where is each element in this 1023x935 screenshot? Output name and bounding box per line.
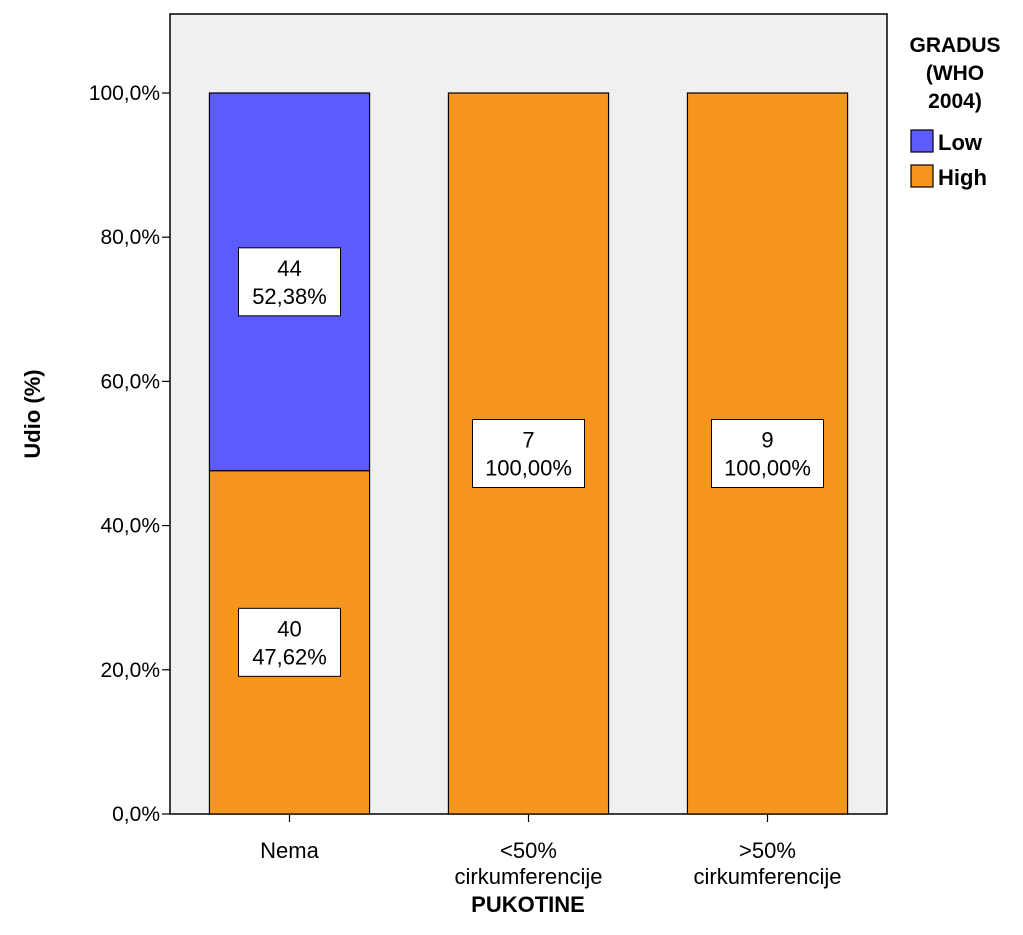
x-tick-label-2-line-1: >50% bbox=[739, 838, 796, 863]
y-tick-label-0: 0,0% bbox=[112, 803, 160, 826]
x-tick-label-0: Nema bbox=[260, 838, 319, 863]
y-tick-label-1: 20,0% bbox=[100, 659, 160, 682]
legend-label-high: High bbox=[938, 165, 987, 190]
data-label-percent-low-0: 52,38% bbox=[252, 284, 327, 309]
y-tick-label-5: 100,0% bbox=[89, 82, 160, 105]
x-tick-label-1-line-1: <50% bbox=[500, 838, 557, 863]
y-tick-label-3: 60,0% bbox=[100, 370, 160, 393]
y-axis: 0,0% 20,0% 40,0% 60,0% 80,0% 100,0% bbox=[89, 82, 170, 826]
y-tick-label-4: 80,0% bbox=[100, 226, 160, 249]
y-tick-label-2: 40,0% bbox=[100, 515, 160, 538]
y-axis-title: Udio (%) bbox=[20, 369, 45, 458]
legend-title-line-3: 2004) bbox=[928, 90, 982, 113]
data-label-box-low-0 bbox=[238, 247, 341, 317]
data-label-count-low-0: 44 bbox=[277, 256, 301, 281]
x-tick-label-1-line-2: cirkumferencije bbox=[455, 864, 603, 889]
data-label-count-high-0: 40 bbox=[277, 616, 301, 641]
legend-swatch-high bbox=[910, 164, 934, 188]
data-label-percent-high-1: 100,00% bbox=[485, 456, 572, 481]
data-label-box-high-0 bbox=[238, 607, 341, 677]
legend-label-low: Low bbox=[938, 130, 983, 155]
data-label-count-high-1: 7 bbox=[522, 428, 534, 453]
data-labels-group: 40 47,62% 44 52,38% 7 100,00% 9 100,00% bbox=[238, 247, 824, 677]
legend: GRADUS (WHO 2004) Low High bbox=[909, 34, 1000, 190]
data-label-count-high-2: 9 bbox=[761, 428, 773, 453]
data-label-percent-high-2: 100,00% bbox=[724, 456, 811, 481]
x-tick-label-2-line-2: cirkumferencije bbox=[694, 864, 842, 889]
data-label-box-high-1 bbox=[472, 419, 585, 488]
data-label-percent-high-0: 47,62% bbox=[252, 644, 327, 669]
x-axis: Nema <50%cirkumferencije>50%cirkumferenci… bbox=[260, 814, 841, 889]
legend-title-line-1: GRADUS bbox=[909, 34, 1000, 57]
legend-title-line-2: (WHO bbox=[926, 62, 984, 85]
legend-swatch-low bbox=[910, 129, 934, 153]
data-label-box-high-2 bbox=[711, 419, 824, 488]
x-axis-title: PUKOTINE bbox=[471, 892, 585, 917]
